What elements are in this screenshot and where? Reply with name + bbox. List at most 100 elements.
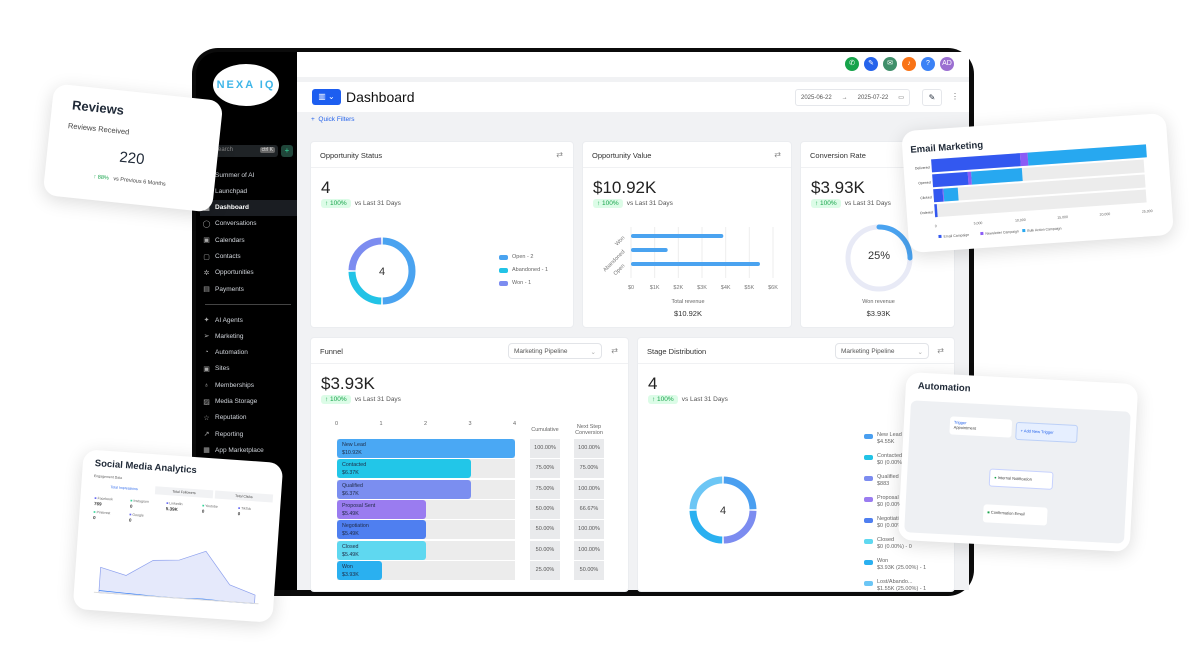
- social-tab[interactable]: Total Clicks: [214, 490, 274, 503]
- bar[interactable]: [631, 248, 668, 252]
- donut-segment[interactable]: [689, 476, 723, 510]
- sidebar-item-launchpad[interactable]: ➶Launchpad: [200, 183, 297, 199]
- cumulative-cell: 75.00%: [530, 459, 560, 479]
- bar-segment[interactable]: [1019, 152, 1029, 167]
- pipeline-select[interactable]: Marketing Pipeline ⌄: [835, 343, 929, 359]
- donut-segment[interactable]: [382, 237, 416, 305]
- edit-button[interactable]: ✎: [922, 89, 942, 106]
- star-icon: ☆: [203, 414, 210, 422]
- sidebar-item-calendars[interactable]: ▣ Calendars: [203, 236, 245, 245]
- sidebar-item-payments[interactable]: ▤ Payments: [203, 285, 244, 294]
- sidebar-item-conversations[interactable]: ◯ Conversations: [202, 220, 257, 228]
- sidebar-item-dashboard[interactable]: ▦Dashboard: [200, 199, 297, 216]
- sidebar-item-memberships[interactable]: ♁ Memberships: [203, 381, 255, 389]
- add-trigger-button[interactable]: + Add New Trigger: [1015, 421, 1079, 444]
- legend-item: Abandoned - 1: [499, 267, 548, 273]
- funnel-bar[interactable]: Closed $5.49K: [337, 540, 426, 560]
- sidebar-item-automation[interactable]: ◔ Automation: [200, 345, 297, 361]
- sidebar-item-contacts[interactable]: ▢ Contacts: [203, 253, 241, 261]
- swap-icon[interactable]: ⇄: [937, 346, 944, 355]
- confirmation-email-node[interactable]: ■ Confirmation Email: [982, 504, 1048, 526]
- social-tab[interactable]: Total Followers: [154, 486, 214, 499]
- swap-icon[interactable]: ⇄: [556, 150, 563, 159]
- bar[interactable]: [631, 262, 760, 266]
- status-donut-chart: 4: [348, 237, 416, 305]
- legend-swatch: [864, 539, 873, 544]
- announcement-icon[interactable]: ✉: [883, 57, 897, 71]
- swap-icon[interactable]: ⇄: [611, 346, 618, 355]
- search-input[interactable]: Search ctrl K: [210, 145, 278, 157]
- cumulative-cell: 100.00%: [530, 439, 560, 458]
- legend-swatch: [499, 267, 508, 273]
- sidebar-item-reputation[interactable]: ☆ Reputation: [203, 414, 247, 422]
- sidebar-item-ai-agents[interactable]: ✦ AI Agents: [203, 316, 243, 325]
- bar-segment[interactable]: [942, 188, 945, 202]
- y-tick-label: Won: [614, 235, 626, 247]
- legend-swatch: [864, 455, 873, 460]
- compare-label: vs Last 31 Days: [354, 396, 401, 403]
- bar-segment[interactable]: [971, 168, 1023, 185]
- donut-segment[interactable]: [348, 271, 382, 305]
- x-tick-label: $5K: [744, 285, 754, 291]
- swap-icon[interactable]: ⇄: [774, 150, 781, 159]
- sidebar-item-media-storage[interactable]: ▨ Media Storage: [203, 398, 258, 406]
- bar-segment[interactable]: [931, 153, 1021, 173]
- y-tick-label: Clicked: [920, 195, 932, 200]
- social-area-chart: [93, 550, 259, 605]
- funnel-bar[interactable]: Contacted $6.37K: [337, 459, 471, 479]
- phone-icon[interactable]: ✆: [845, 57, 859, 71]
- axis-tick-label: 1: [379, 421, 383, 427]
- bell-icon[interactable]: ♪: [902, 57, 916, 71]
- internal-notification-node[interactable]: ● Internal Notification: [988, 468, 1054, 490]
- sidebar-item-opportunities[interactable]: ✲ Opportunities: [203, 269, 254, 277]
- conversion-gauge: [845, 224, 913, 292]
- donut-segment[interactable]: [723, 476, 757, 510]
- footer-value: $3.93K: [866, 309, 891, 318]
- bar[interactable]: [631, 234, 724, 238]
- reviews-title: Reviews: [71, 97, 125, 118]
- help-icon[interactable]: ?: [921, 57, 935, 71]
- reviews-card: Reviews Reviews Received 220 ↑ 88% vs Pr…: [42, 83, 224, 213]
- bar-segment[interactable]: [933, 188, 944, 203]
- trigger-node[interactable]: Trigger Appointment: [949, 416, 1013, 438]
- legend-label: Newsletter Campaign: [985, 229, 1019, 235]
- compare-label: vs Last 31 Days: [354, 200, 401, 207]
- bar-segment[interactable]: [932, 171, 969, 188]
- stage-donut-chart: 4: [689, 476, 757, 544]
- more-icon[interactable]: ⋮: [951, 92, 959, 101]
- logo[interactable]: NEXA IQ: [213, 64, 279, 106]
- bar-segment[interactable]: [1027, 144, 1147, 166]
- automation-icon: ◔: [204, 349, 209, 357]
- automation-title: Automation: [917, 380, 971, 395]
- quick-filters-button[interactable]: + Quick Filters: [311, 116, 355, 123]
- metric-value: $10.92K: [593, 178, 657, 197]
- sidebar-item-reporting[interactable]: ↗ Reporting: [203, 430, 244, 439]
- donut-segment[interactable]: [689, 510, 723, 544]
- sidebar-item-marketing[interactable]: ➢ Marketing: [203, 332, 244, 341]
- avatar[interactable]: AD: [940, 57, 954, 71]
- send-icon: ➢: [203, 333, 210, 341]
- pipeline-select[interactable]: Marketing Pipeline ⌄: [508, 343, 602, 359]
- sidebar-item-sites[interactable]: ▣ Sites: [203, 365, 230, 373]
- donut-segment[interactable]: [723, 510, 757, 544]
- bar-segment[interactable]: [967, 171, 972, 185]
- sidebar-item-app-marketplace[interactable]: ▦ App Marketplace: [203, 446, 264, 455]
- funnel-bar[interactable]: New Lead $10.92K: [337, 439, 515, 458]
- bar-segment[interactable]: [943, 187, 959, 202]
- x-tick-label: 15,000: [1057, 215, 1068, 220]
- legend-label: Email Campaign: [943, 233, 969, 239]
- social-tab[interactable]: Total Impressions: [94, 482, 154, 495]
- dashboard-switcher-button[interactable]: ▥ ⌄: [312, 89, 341, 105]
- funnel-bar[interactable]: Negotiation $5.49K: [337, 520, 426, 540]
- funnel-bar[interactable]: Won $3.93K: [337, 560, 382, 580]
- quick-add-button[interactable]: +: [281, 145, 293, 157]
- stage-distribution-card: Stage Distribution Marketing Pipeline ⌄ ⇄…: [637, 337, 955, 592]
- funnel-bar[interactable]: Proposal Sent $5.49K: [337, 499, 426, 519]
- calendar-icon: ▭: [898, 95, 904, 101]
- reviews-change: ↑ 88%: [93, 174, 110, 182]
- megaphone-icon[interactable]: ✎: [864, 57, 878, 71]
- funnel-bar[interactable]: Qualified $6.37K: [337, 479, 471, 499]
- date-range-picker[interactable]: 2025-06-22 → 2025-07-22 ▭: [795, 89, 910, 106]
- bar-segment[interactable]: [934, 204, 938, 218]
- donut-segment[interactable]: [348, 237, 382, 271]
